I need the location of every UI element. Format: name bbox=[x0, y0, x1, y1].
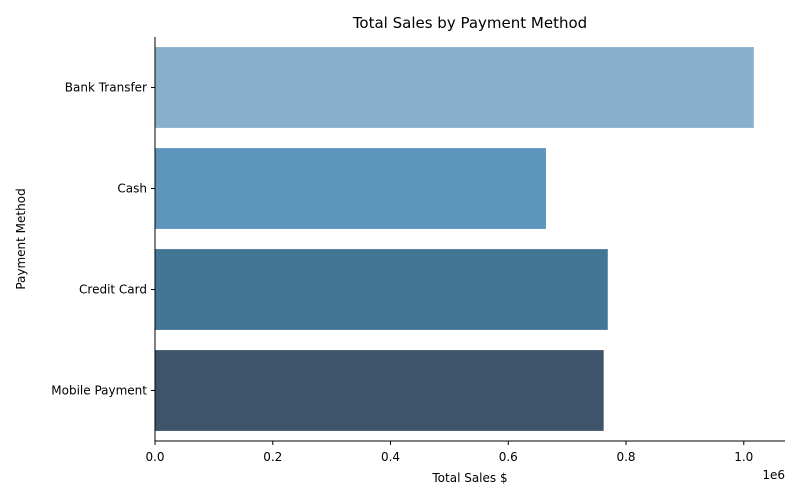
x-tick-label: 1.0 bbox=[734, 450, 753, 464]
bar bbox=[155, 148, 546, 229]
x-tick-label: 0.6 bbox=[499, 450, 518, 464]
y-tick-label: Mobile Payment bbox=[51, 384, 147, 398]
bar bbox=[155, 47, 754, 128]
x-tick-label: 0.4 bbox=[381, 450, 400, 464]
bars-group bbox=[155, 47, 754, 431]
y-tick-label: Credit Card bbox=[79, 283, 147, 297]
bar bbox=[155, 350, 604, 431]
y-tick-label: Cash bbox=[117, 182, 147, 196]
y-tick-label: Bank Transfer bbox=[65, 81, 147, 95]
x-offset-label: 1e6 bbox=[762, 468, 785, 482]
y-tick-labels: Bank Transfer Cash Credit Card Mobile Payme… bbox=[51, 81, 155, 398]
x-tick-label: 0.8 bbox=[616, 450, 635, 464]
y-axis-label: Payment Method bbox=[14, 188, 28, 289]
bar bbox=[155, 249, 608, 330]
x-tick-label: 0.0 bbox=[145, 450, 164, 464]
x-ticks: 0.0 0.2 0.4 0.6 0.8 1.0 bbox=[145, 441, 753, 464]
x-axis-label: Total Sales $ bbox=[431, 471, 507, 485]
chart-title: Total Sales by Payment Method bbox=[352, 14, 587, 32]
x-tick-label: 0.2 bbox=[263, 450, 282, 464]
